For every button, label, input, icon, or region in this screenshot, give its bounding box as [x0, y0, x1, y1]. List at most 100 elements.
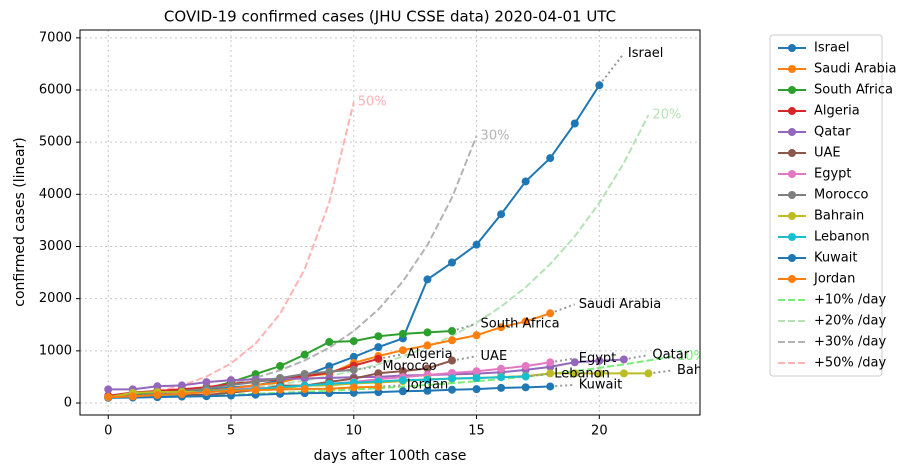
point: [521, 317, 530, 326]
series-end-label: Israel: [628, 46, 664, 61]
series-end-label: Lebanon: [554, 366, 610, 381]
point: [276, 374, 285, 383]
point: [448, 374, 456, 383]
point: [521, 361, 530, 370]
point: [448, 336, 456, 345]
y-axis-label: confirmed cases (linear): [12, 137, 28, 307]
legend-box: [769, 34, 883, 377]
x-tick-label: 5: [227, 424, 235, 439]
reference-label: 50%: [358, 95, 387, 110]
legend-marker: [788, 44, 796, 52]
point: [177, 390, 186, 399]
point: [423, 375, 432, 384]
point: [472, 385, 481, 394]
legend-label: +50% /day: [814, 356, 887, 371]
legend-label: Saudi Arabia: [814, 62, 897, 77]
point: [202, 378, 211, 387]
extrapolation: [549, 303, 576, 315]
point: [570, 119, 579, 128]
point: [349, 352, 358, 361]
point: [448, 385, 456, 394]
plot: 10% 20% 30% 50% Israel Saudi Arabia South Afri…: [104, 46, 727, 402]
plot-frame: [79, 29, 701, 416]
point: [349, 383, 358, 392]
series-end-label: South Africa: [481, 316, 560, 331]
series-end-label: Bahrain: [677, 363, 727, 378]
legend-marker: [788, 86, 796, 94]
legend-label: +20% /day: [814, 314, 887, 329]
point: [595, 81, 604, 90]
chart-title: COVID-19 confirmed cases (JHU CSSE data)…: [164, 8, 616, 26]
extrapolation: [451, 355, 477, 362]
extrapolation: [550, 357, 575, 364]
legend-label: South Africa: [814, 83, 893, 98]
series-end-label: UAE: [481, 349, 508, 364]
point: [521, 372, 530, 381]
point: [374, 354, 383, 363]
point: [153, 390, 162, 399]
legend-marker: [788, 212, 796, 220]
point: [448, 356, 456, 365]
point: [595, 356, 604, 365]
y-tick-label: 3000: [39, 239, 72, 254]
series-line: [108, 385, 379, 399]
y-tick-label: 4000: [39, 187, 72, 202]
point: [423, 328, 432, 337]
point: [546, 382, 555, 391]
point: [104, 385, 113, 394]
point: [374, 332, 383, 341]
point: [398, 376, 407, 385]
legend-marker: [788, 65, 796, 73]
point: [423, 364, 432, 373]
point: [448, 258, 456, 267]
point: [497, 383, 506, 392]
x-tick-label: 20: [591, 424, 608, 439]
extrapolation: [598, 52, 625, 86]
legend-label: Algeria: [814, 104, 860, 119]
point: [251, 386, 260, 395]
reference-label: 10%: [677, 349, 706, 364]
legend-label: Egypt: [814, 167, 852, 182]
legend-marker: [788, 107, 796, 115]
series-end-label: Saudi Arabia: [579, 297, 662, 312]
point: [374, 369, 383, 378]
legend-label: Kuwait: [814, 251, 857, 266]
legend-label: Bahrain: [814, 209, 864, 224]
x-axis-label: days after 100th case: [314, 448, 467, 464]
point: [300, 369, 309, 378]
legend-label: UAE: [814, 146, 841, 161]
y-tick-label: 5000: [39, 135, 72, 150]
series-line: [108, 358, 624, 391]
point: [251, 378, 260, 387]
y-tick-label: 2000: [39, 291, 72, 306]
point: [300, 385, 309, 394]
point: [521, 383, 530, 392]
legend-marker: [788, 254, 796, 262]
extrapolation: [550, 383, 575, 388]
point: [619, 355, 628, 364]
extrapolation: [353, 365, 379, 371]
point: [448, 368, 456, 377]
point: [472, 367, 481, 376]
reference-label: 20%: [652, 107, 681, 122]
point: [497, 364, 506, 373]
legend: Israel Saudi Arabia South Africa Algeria Qat…: [769, 34, 897, 377]
legend-label: Qatar: [814, 125, 851, 140]
point: [153, 382, 162, 391]
point: [497, 323, 506, 332]
point: [595, 369, 604, 378]
point: [570, 369, 579, 378]
point: [325, 337, 334, 346]
point: [349, 337, 358, 346]
point: [276, 385, 285, 394]
point: [423, 341, 432, 350]
point: [177, 381, 186, 390]
reference-label: 30%: [481, 128, 510, 143]
y-tick-label: 0: [64, 396, 72, 411]
point: [398, 367, 407, 376]
point: [398, 346, 407, 355]
series-end-label: Egypt: [579, 351, 617, 366]
extrapolation: [451, 322, 477, 332]
point: [423, 275, 432, 284]
